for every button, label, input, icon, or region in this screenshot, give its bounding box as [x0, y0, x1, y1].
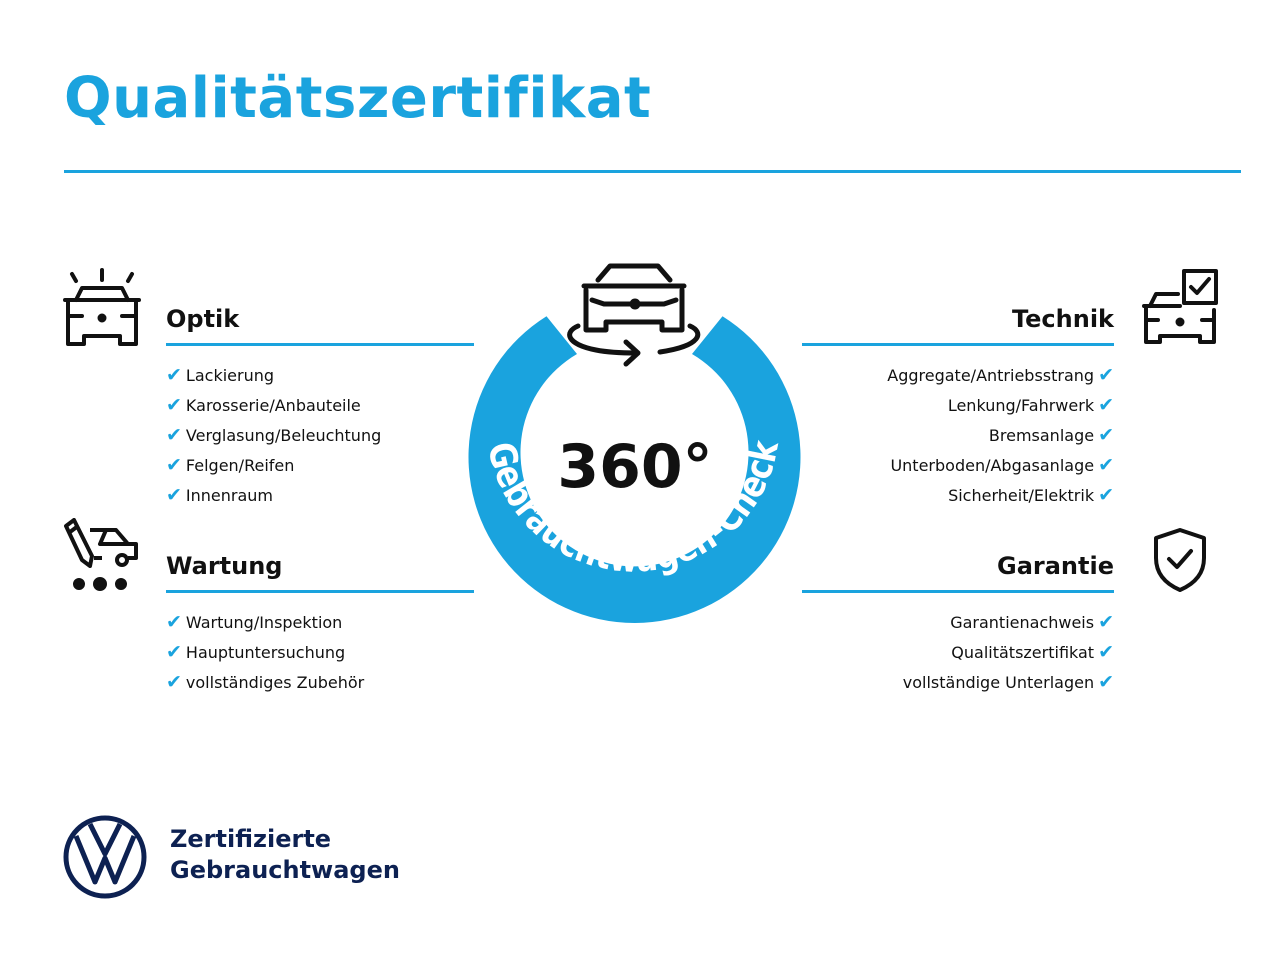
check-icon: ✔ — [1098, 394, 1114, 416]
checklist-item: Sicherheit/Elektrik ✔ — [802, 480, 1114, 510]
checklist-item: Unterboden/Abgasanlage ✔ — [802, 450, 1114, 480]
check-icon: ✔ — [166, 364, 182, 386]
checklist-item-label: Hauptuntersuchung — [185, 643, 346, 662]
car-checkbox-icon — [1142, 269, 1218, 344]
checklist: ✔ Lackierung ✔ Karosserie/Anbauteile ✔ Vergla… — [166, 360, 474, 510]
checklist-item-label: Innenraum — [185, 486, 274, 505]
section-technik: Technik Aggregate/Antriebsstrang ✔ Lenkung… — [802, 301, 1114, 510]
checklist-item-label: Verglasung/Beleuchtung — [185, 426, 382, 445]
section-divider — [802, 590, 1114, 593]
check-icon: ✔ — [166, 454, 182, 476]
checklist-item-label: Qualitätszertifikat — [951, 643, 1095, 662]
check-icon: ✔ — [1098, 424, 1114, 446]
section-divider — [166, 590, 474, 593]
car-lights-icon — [63, 268, 141, 346]
ring — [468, 316, 801, 623]
service-pen-car-icon — [64, 518, 138, 591]
checklist-item: ✔ Wartung/Inspektion — [166, 607, 474, 637]
section-wartung: Wartung ✔ Wartung/Inspektion ✔ Hauptuntersu… — [166, 548, 474, 697]
checklist-item-label: Garantienachweis — [950, 613, 1095, 632]
checklist-item: ✔ Lackierung — [166, 360, 474, 390]
section-divider — [802, 343, 1114, 346]
brand-text: Zertifizierte Gebrauchtwagen — [170, 824, 400, 886]
checklist-item: Garantienachweis ✔ — [802, 607, 1114, 637]
check-icon: ✔ — [166, 611, 182, 633]
checklist-item-label: Lenkung/Fahrwerk — [947, 396, 1095, 415]
brand-line2: Gebrauchtwagen — [170, 856, 400, 884]
360-check-badge: Gebrauchtwagen-Check 360° — [468, 263, 801, 623]
checklist-item: ✔ Innenraum — [166, 480, 474, 510]
section-title: Garantie — [997, 552, 1114, 580]
section-divider — [166, 343, 474, 346]
rotating-car-icon — [567, 263, 701, 367]
check-icon: ✔ — [166, 424, 182, 446]
checklist-item-label: Unterboden/Abgasanlage — [890, 456, 1095, 475]
check-icon: ✔ — [166, 394, 182, 416]
checklist-item-label: Sicherheit/Elektrik — [948, 486, 1095, 505]
page-title: Qualitätszertifikat — [64, 66, 652, 131]
checklist-item: ✔ Hauptuntersuchung — [166, 637, 474, 667]
checklist: Aggregate/Antriebsstrang ✔ Lenkung/Fahrwer… — [802, 360, 1114, 510]
checklist-item: ✔ Karosserie/Anbauteile — [166, 390, 474, 420]
checklist-item-label: vollständiges Zubehör — [185, 673, 365, 692]
checklist-item-label: Lackierung — [185, 366, 275, 385]
check-icon: ✔ — [166, 641, 182, 663]
checklist-item-label: Wartung/Inspektion — [185, 613, 343, 632]
check-icon: ✔ — [1098, 454, 1114, 476]
checklist: Garantienachweis ✔ Qualitätszertifikat ✔ vol… — [802, 607, 1114, 697]
section-title: Wartung — [166, 552, 283, 580]
section-title: Optik — [166, 305, 240, 333]
checklist-item: Qualitätszertifikat ✔ — [802, 637, 1114, 667]
title-divider — [64, 170, 1241, 173]
check-icon: ✔ — [166, 671, 182, 693]
shield-check-icon — [1154, 528, 1206, 592]
checklist-item-label: vollständige Unterlagen — [902, 673, 1095, 692]
checklist-item: ✔ Felgen/Reifen — [166, 450, 474, 480]
degrees-label: 360° — [557, 432, 712, 502]
check-icon: ✔ — [1098, 671, 1114, 693]
check-icon: ✔ — [166, 484, 182, 506]
checklist-item-label: Bremsanlage — [988, 426, 1095, 445]
checklist-item: vollständige Unterlagen ✔ — [802, 667, 1114, 697]
checklist-item-label: Aggregate/Antriebsstrang — [887, 366, 1095, 385]
checklist-item-label: Karosserie/Anbauteile — [185, 396, 361, 415]
brand-line1: Zertifizierte — [170, 825, 332, 853]
section-title: Technik — [1011, 305, 1114, 333]
vw-logo — [63, 815, 147, 899]
checklist-item: ✔ Verglasung/Beleuchtung — [166, 420, 474, 450]
section-optik: Optik ✔ Lackierung ✔ Karosserie/Anbauteile ✔… — [166, 301, 474, 510]
checklist-item-label: Felgen/Reifen — [185, 456, 295, 475]
section-garantie: Garantie Garantienachweis ✔ Qualitätszerti… — [802, 548, 1114, 697]
check-icon: ✔ — [1098, 611, 1114, 633]
check-icon: ✔ — [1098, 641, 1114, 663]
checklist-item: ✔ vollständiges Zubehör — [166, 667, 474, 697]
check-icon: ✔ — [1098, 364, 1114, 386]
checklist-item: Aggregate/Antriebsstrang ✔ — [802, 360, 1114, 390]
checklist-item: Lenkung/Fahrwerk ✔ — [802, 390, 1114, 420]
check-icon: ✔ — [1098, 484, 1114, 506]
checklist-item: Bremsanlage ✔ — [802, 420, 1114, 450]
checklist: ✔ Wartung/Inspektion ✔ Hauptuntersuchung ✔ vo… — [166, 607, 474, 697]
